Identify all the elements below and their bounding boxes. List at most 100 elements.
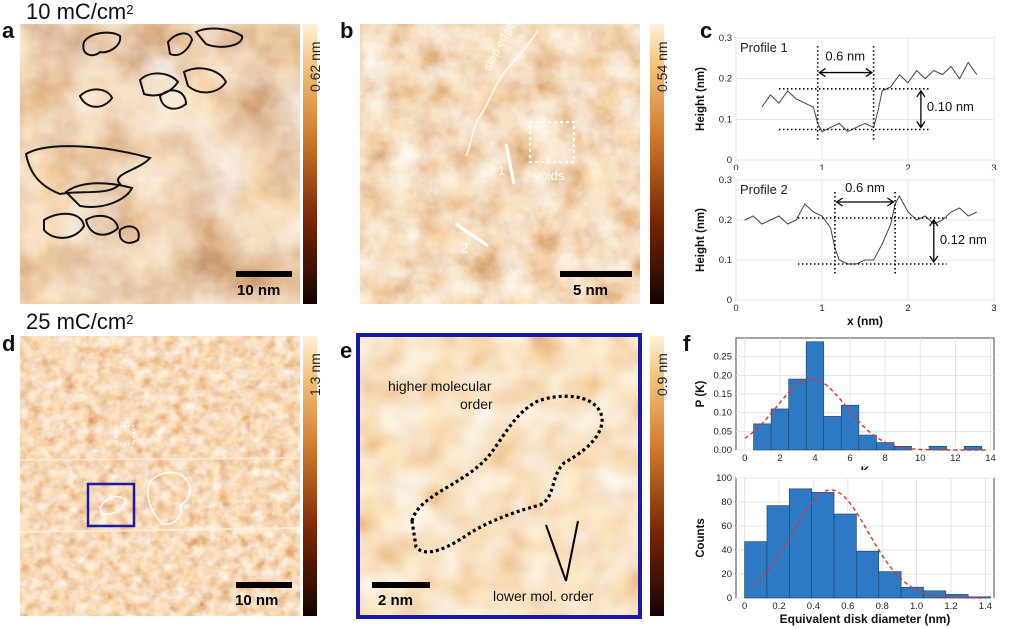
step-edge-line bbox=[465, 29, 539, 157]
afm-image-b bbox=[360, 24, 640, 304]
hist-k-xtick: 0 bbox=[742, 453, 747, 464]
higher-order-label-line1: higher molecular bbox=[388, 378, 492, 394]
profile-1-xtick: 3 bbox=[991, 163, 996, 170]
hist-k-ytick: 0.05 bbox=[714, 426, 733, 437]
profile-2-arrowhead-left bbox=[835, 197, 843, 207]
domain-outline-d2 bbox=[147, 471, 191, 525]
profile-2-ytick: 0.2 bbox=[719, 215, 732, 226]
hist-k-xtick: 14 bbox=[985, 453, 996, 464]
profile-2-width-label: 0.6 nm bbox=[845, 180, 885, 195]
profile-1-width-label: 0.6 nm bbox=[825, 48, 865, 63]
hist-d-xtick: 1.0 bbox=[910, 601, 923, 612]
hist-k-bar bbox=[963, 445, 983, 451]
profile-1-ylabel: Height (nm) bbox=[695, 67, 707, 131]
hist-k-bar bbox=[893, 445, 912, 451]
hist-k-bar bbox=[876, 442, 895, 451]
profile-1-height-label: 0.10 nm bbox=[927, 99, 974, 114]
hist-d-xtick: 0.2 bbox=[772, 601, 785, 612]
bottom-row-header: 25 mC/cm2 bbox=[26, 310, 133, 334]
profile-1-title: Profile 1 bbox=[740, 40, 788, 55]
panel-letter-d: d bbox=[2, 331, 16, 356]
hist-k-ytick: 0.20 bbox=[714, 370, 733, 381]
histogram-k-svg: 0 2 4 6 8 10 12 14 0.00 0.05 0.10 0.15 0.20 0.25 P (K)… bbox=[695, 337, 996, 470]
profile-chart-1: 0 1 2 3 0 0.1 0.2 0.3 Height (nm) Profile 1 0.6 nm… bbox=[690, 30, 1024, 170]
hist-k-xtick: 6 bbox=[847, 453, 852, 464]
hist-k-xtick: 8 bbox=[883, 453, 888, 464]
hist-d-bar bbox=[923, 590, 947, 599]
domain-outline-d1 bbox=[99, 495, 127, 516]
colorbar-label-a: 0.62 nm bbox=[307, 41, 323, 92]
profile-2-xtick: 1 bbox=[819, 303, 824, 314]
bottom-row-header-text: 25 mC/cm bbox=[26, 309, 127, 334]
profile-2-arrowhead-down bbox=[929, 255, 939, 264]
hist-d-bar bbox=[833, 513, 857, 599]
scalebar-a bbox=[236, 271, 292, 277]
colorbar-label-d: 1.3 nm bbox=[307, 353, 323, 396]
scalebar-label-b: 5 nm bbox=[573, 282, 609, 299]
panel-letter-c: c bbox=[700, 18, 713, 43]
hist-k-xtick: 2 bbox=[777, 453, 782, 464]
profile-label-1: 1 bbox=[498, 163, 506, 178]
hist-k-xtick: 12 bbox=[950, 453, 961, 464]
profile-2-xtick: 2 bbox=[905, 303, 910, 314]
hist-d-bar bbox=[766, 505, 790, 599]
domain-outlines-a bbox=[24, 27, 243, 244]
colorbar-d bbox=[303, 336, 317, 616]
hist-k-ytick: 0.00 bbox=[714, 445, 733, 456]
scalebar-e bbox=[372, 582, 430, 588]
profile-2-height-label: 0.12 nm bbox=[940, 232, 987, 247]
profile-1-arrowhead-down bbox=[916, 121, 926, 129]
profile-1-line bbox=[761, 61, 978, 133]
hist-k-ylabel: P (K) bbox=[695, 381, 707, 408]
hist-d-ytick: 100 bbox=[716, 473, 732, 484]
voids-label: voids bbox=[534, 168, 565, 183]
higher-order-label-line2: order bbox=[460, 396, 493, 412]
hist-k-fit-curve bbox=[744, 378, 987, 451]
hist-d-xtick: 1.2 bbox=[944, 601, 957, 612]
profile-2-arrowhead-up bbox=[929, 218, 939, 227]
hist-k-bar bbox=[858, 434, 877, 451]
profile-2-line bbox=[744, 194, 978, 265]
hist-k-bar bbox=[753, 423, 772, 451]
profile-1-xtick: 1 bbox=[819, 163, 824, 170]
profile-2-svg: 0 1 2 3 0 0.1 0.2 0.3 Height (nm) x (nm) Profile 2… bbox=[695, 175, 997, 328]
hist-d-bar bbox=[811, 492, 835, 599]
hist-d-ylabel: Counts bbox=[695, 518, 707, 558]
profile-1-arrowhead-right bbox=[865, 68, 874, 78]
hist-d-ytick: 20 bbox=[721, 569, 732, 580]
hist-k-bar bbox=[770, 408, 789, 451]
histogram-k: 0 2 4 6 8 10 12 14 0.00 0.05 0.10 0.15 0.20 0.25 P (K)… bbox=[690, 330, 1024, 470]
profile-label-2: 2 bbox=[460, 240, 469, 257]
hist-d-xlabel: Equivalent disk diameter (nm) bbox=[780, 612, 951, 626]
profile-2-arrowhead-right bbox=[887, 197, 895, 207]
hist-d-fit-curve bbox=[752, 489, 984, 599]
hist-d-xtick: 0.8 bbox=[876, 601, 889, 612]
scan-line-2 bbox=[20, 527, 300, 533]
hist-d-bar bbox=[900, 586, 924, 599]
top-row-header-text: 10 mC/cm bbox=[26, 0, 127, 24]
profile-2-ytick: 0.3 bbox=[719, 175, 732, 186]
profile-1-xtick: 2 bbox=[905, 163, 910, 170]
small-dashed-box-d bbox=[115, 425, 135, 445]
afm-image-d bbox=[20, 336, 300, 616]
colorbar-label-e: 0.9 nm bbox=[654, 353, 670, 396]
profile-line-1 bbox=[504, 143, 516, 185]
hist-d-xtick: 0 bbox=[742, 601, 747, 612]
panel-letter-a: a bbox=[2, 18, 15, 43]
profile-chart-2: 0 1 2 3 0 0.1 0.2 0.3 Height (nm) x (nm) Profile 2… bbox=[690, 172, 1024, 332]
profile-2-xlabel: x (nm) bbox=[847, 314, 883, 328]
colorbar-label-b: 0.54 nm bbox=[654, 41, 670, 92]
colorbar-a bbox=[303, 24, 317, 304]
profile-2-title: Profile 2 bbox=[740, 182, 788, 197]
hist-d-ytick: 40 bbox=[721, 545, 732, 556]
scalebar-label-a: 10 nm bbox=[237, 282, 281, 299]
afm-image-e bbox=[356, 333, 642, 619]
hist-d-xtick: 1.4 bbox=[979, 601, 992, 612]
histogram-diameter-svg: 0 0.2 0.4 0.6 0.8 1.0 1.2 1.4 0 20 40 60 80 100 Counts… bbox=[695, 473, 995, 626]
hist-d-xtick: 0.6 bbox=[841, 601, 854, 612]
colorbar-b bbox=[650, 24, 664, 304]
top-row-header: 10 mC/cm2 bbox=[26, 0, 133, 24]
hist-d-bar bbox=[856, 550, 880, 599]
hist-d-bar bbox=[789, 488, 812, 599]
pointer-line-2 bbox=[565, 520, 579, 582]
